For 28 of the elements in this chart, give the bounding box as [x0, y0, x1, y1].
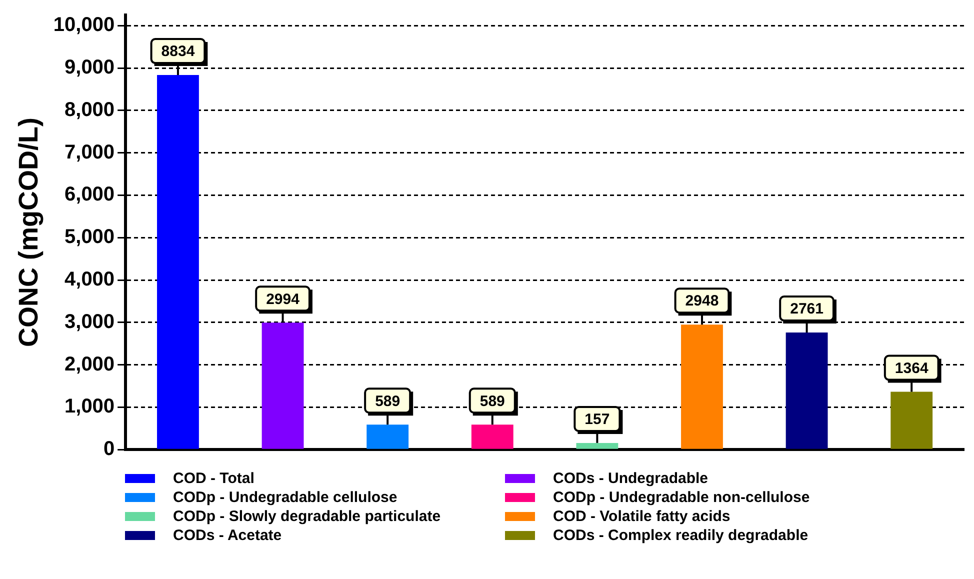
- legend-label: CODs - Complex readily degradable: [553, 527, 808, 544]
- legend-label: COD - Volatile fatty acids: [553, 508, 730, 525]
- data-label: 589: [375, 392, 400, 410]
- legend-label: CODp - Slowly degradable particulate: [173, 508, 441, 525]
- y-tick-label: 1,000: [64, 396, 115, 418]
- data-label: 589: [480, 392, 505, 410]
- data-label: 8834: [161, 43, 196, 60]
- y-tick-label: 8,000: [64, 98, 115, 121]
- legend-label: CODs - Acetate: [173, 527, 282, 544]
- y-tick-label: 5,000: [64, 226, 115, 248]
- data-label: 157: [584, 411, 610, 428]
- legend-label: COD - Total: [173, 470, 254, 487]
- data-label: 2948: [685, 292, 719, 310]
- data-label: 2761: [790, 300, 824, 318]
- data-label: 2994: [266, 290, 300, 308]
- legend-label: CODp - Undegradable cellulose: [173, 489, 398, 506]
- y-tick-label: 0: [103, 438, 115, 460]
- legend-label: CODp - Undegradable non-cellulose: [553, 489, 810, 506]
- y-tick-label: 6,000: [64, 184, 115, 206]
- data-label: 1364: [894, 360, 929, 377]
- y-tick-label: 4,000: [64, 268, 115, 291]
- y-tick-label: 9,000: [64, 56, 115, 79]
- y-axis-title: CONC (mgCOD/L): [14, 118, 44, 348]
- y-tick-label: 10,000: [53, 14, 115, 36]
- y-tick-label: 2,000: [64, 353, 115, 376]
- y-tick-label: 3,000: [64, 310, 115, 333]
- y-tick-label: 7,000: [64, 141, 115, 164]
- legend-label: CODs - Undegradable: [553, 470, 708, 487]
